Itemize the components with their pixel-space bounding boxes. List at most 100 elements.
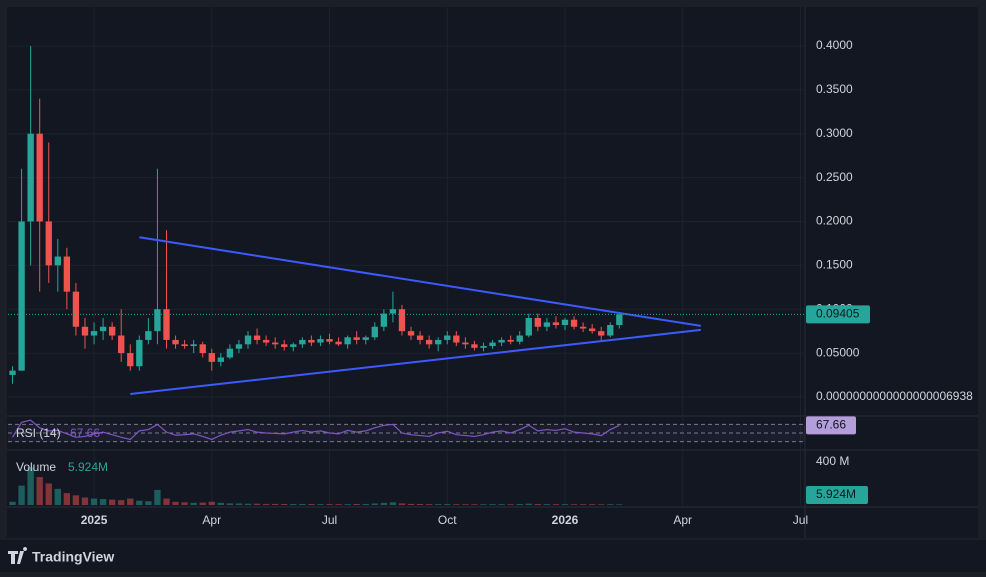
candle-body: [9, 370, 16, 376]
candle-body: [45, 221, 52, 266]
volume-bar: [317, 504, 324, 505]
candle-body: [308, 339, 315, 343]
volume-bar: [516, 504, 523, 505]
candle-body: [81, 326, 89, 336]
candle-body: [262, 339, 270, 343]
volume-bar: [272, 503, 279, 505]
volume-bar: [607, 504, 614, 505]
candle-body: [489, 342, 496, 347]
x-tick-label: Apr: [202, 513, 221, 527]
brand: TradingView: [32, 549, 114, 565]
candle-body: [407, 331, 415, 336]
candle-body: [90, 331, 98, 336]
candle-body: [127, 353, 134, 367]
volume-bar: [253, 503, 261, 505]
volume-bar: [471, 504, 478, 505]
candle-body: [235, 344, 243, 349]
candle-body: [552, 322, 560, 326]
volume-bar: [81, 497, 89, 505]
x-tick-label: Jul: [322, 513, 337, 527]
volume-bar: [498, 504, 505, 505]
volume-bar: [217, 502, 225, 505]
price-badge-label: 0.09405: [816, 307, 860, 321]
volume-bar: [588, 504, 596, 505]
volume-bar: [462, 504, 469, 505]
volume-bar: [308, 504, 315, 505]
candle-body: [516, 335, 523, 342]
volume-bar: [136, 500, 143, 505]
volume-bar: [145, 501, 152, 505]
rsi-line: [12, 419, 620, 441]
trendline: [130, 328, 701, 395]
y-tick-label: 0.3000: [816, 126, 853, 140]
candle-body: [335, 341, 342, 345]
volume-bar: [281, 504, 288, 505]
volume-bar: [344, 504, 351, 505]
volume-bar: [453, 504, 460, 505]
candle-body: [108, 326, 116, 336]
y-tick-label: 0.4000: [816, 38, 853, 52]
candle-body: [181, 344, 188, 347]
x-tick-label: Apr: [673, 513, 692, 527]
volume-bar: [335, 504, 342, 505]
rsi-badge: [806, 416, 856, 435]
candle-body: [118, 335, 125, 354]
volume-bar: [235, 503, 243, 505]
volume-bar: [353, 504, 360, 505]
candle-body: [579, 326, 587, 329]
volume-bar: [299, 503, 306, 505]
y-tick-label: 0.0000000000000000006938: [816, 389, 973, 403]
volume-bar: [362, 503, 369, 505]
candle-body: [444, 335, 451, 340]
volume-bar: [172, 501, 179, 505]
candle-body: [145, 331, 152, 340]
candle-body: [317, 339, 324, 343]
volume-bar: [45, 483, 52, 505]
volume-bar: [36, 477, 43, 505]
candle-body: [561, 319, 569, 326]
volume-bar: [534, 504, 541, 505]
volume-bar: [543, 504, 551, 505]
candle-body: [435, 339, 442, 345]
candle-body: [607, 325, 614, 336]
candle-body: [598, 331, 605, 336]
candle-body: [63, 256, 71, 292]
rsi-legend: RSI (14): [16, 426, 61, 440]
volume-bar: [561, 504, 569, 505]
candle-body: [290, 344, 297, 347]
volume-bar: [525, 503, 532, 505]
volume-bar: [18, 485, 25, 505]
candle-body: [525, 317, 532, 336]
volume-bar: [127, 498, 134, 505]
candle-body: [18, 221, 25, 371]
volume-bar: [389, 502, 397, 505]
candle-body: [154, 309, 161, 332]
x-tick-label: 2025: [81, 513, 108, 527]
volume-bar: [380, 502, 388, 505]
volume-bar: [425, 504, 433, 505]
volume-bar: [407, 503, 415, 505]
candle-body: [498, 339, 505, 343]
volume-badge-label: 5.924M: [816, 487, 856, 501]
rsi-badge-label: 67.66: [816, 418, 846, 432]
candle-body: [190, 344, 197, 347]
candle-body: [353, 337, 360, 340]
volume-bar: [108, 499, 116, 505]
candle-body: [362, 337, 369, 340]
volume-bar: [480, 504, 487, 505]
candle-body: [299, 339, 306, 345]
candle-body: [199, 344, 206, 354]
volume-bar: [326, 504, 333, 505]
volume-bar: [63, 493, 71, 505]
x-tick-label: Oct: [438, 513, 457, 527]
volume-bar: [226, 503, 234, 505]
price-badge: [806, 305, 870, 324]
x-tick-label: Jul: [793, 513, 808, 527]
candle-body: [217, 357, 225, 362]
candle-body: [344, 337, 351, 345]
volume-bar: [489, 504, 496, 505]
volume-bar: [371, 503, 378, 505]
candle-body: [507, 339, 514, 342]
volume-bar: [244, 503, 252, 505]
